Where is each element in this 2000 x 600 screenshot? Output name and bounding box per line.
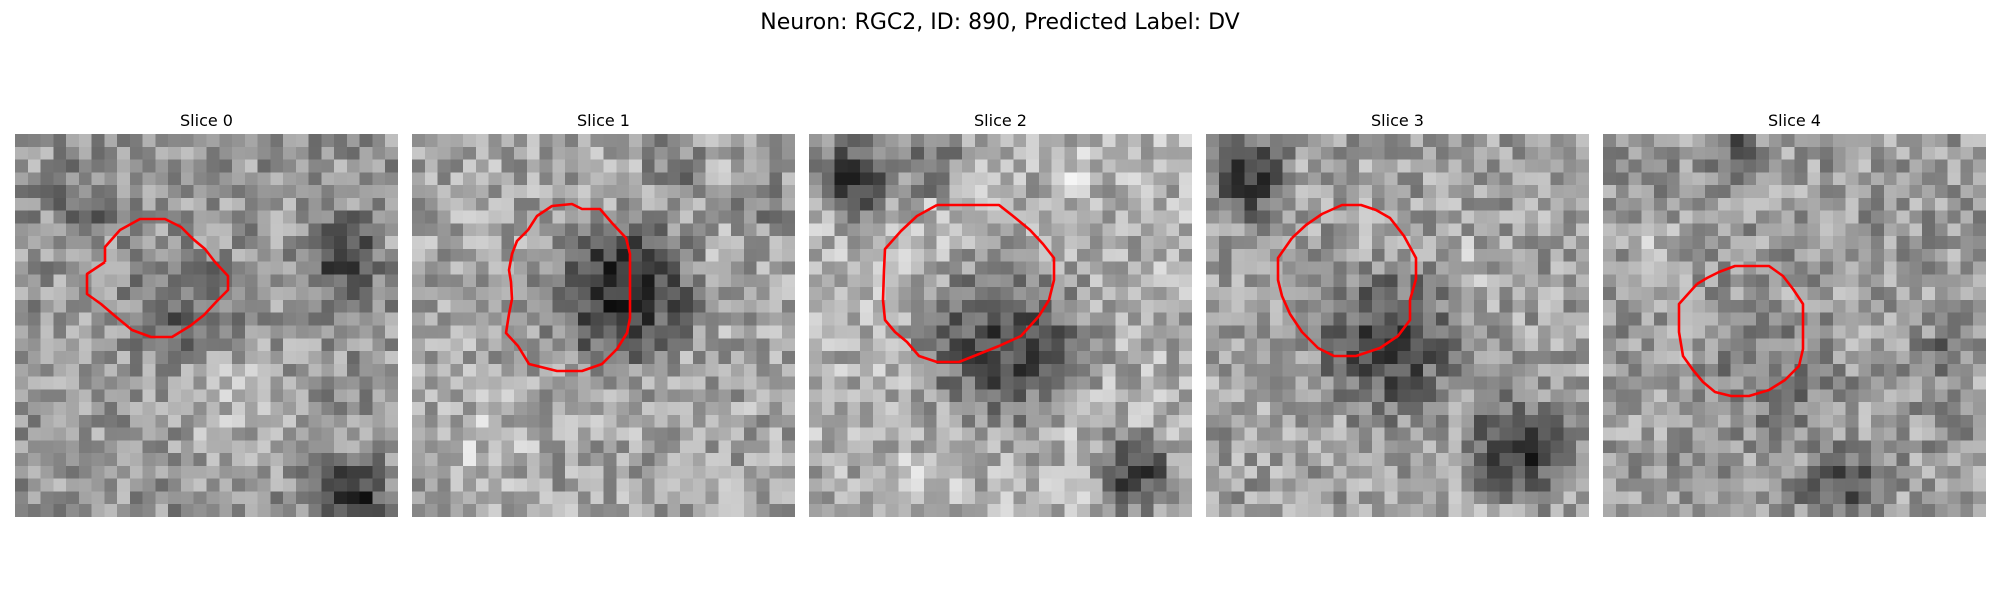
slice-title-4: Slice 4	[1768, 111, 1821, 130]
slice-title-1: Slice 1	[577, 111, 630, 130]
slice-panel-3: Slice 3	[1206, 108, 1589, 517]
slice-image-1	[412, 134, 795, 517]
slice-image-0	[15, 134, 398, 517]
slice-contour-1	[504, 202, 632, 373]
slice-panel-4: Slice 4	[1603, 108, 1986, 517]
segmentation-contour-1	[504, 202, 632, 373]
segmentation-contour-4	[1677, 264, 1805, 398]
segmentation-contour-2	[881, 203, 1056, 364]
slice-image-3	[1206, 134, 1589, 517]
slice-panel-2: Slice 2	[809, 108, 1192, 517]
slice-panel-0: Slice 0	[15, 108, 398, 517]
slice-title-0: Slice 0	[180, 111, 233, 130]
slice-image-4	[1603, 134, 1986, 517]
slice-contour-4	[1677, 264, 1805, 398]
slice-contour-0	[85, 217, 230, 339]
slice-title-2: Slice 2	[974, 111, 1027, 130]
slice-title-3: Slice 3	[1371, 111, 1424, 130]
figure-title: Neuron: RGC2, ID: 890, Predicted Label: …	[760, 10, 1240, 35]
segmentation-contour-3	[1276, 203, 1418, 358]
slice-image-2	[809, 134, 1192, 517]
slice-contour-3	[1276, 203, 1418, 358]
segmentation-contour-0	[85, 217, 230, 339]
slice-contour-2	[881, 203, 1056, 364]
slice-panel-1: Slice 1	[412, 108, 795, 517]
